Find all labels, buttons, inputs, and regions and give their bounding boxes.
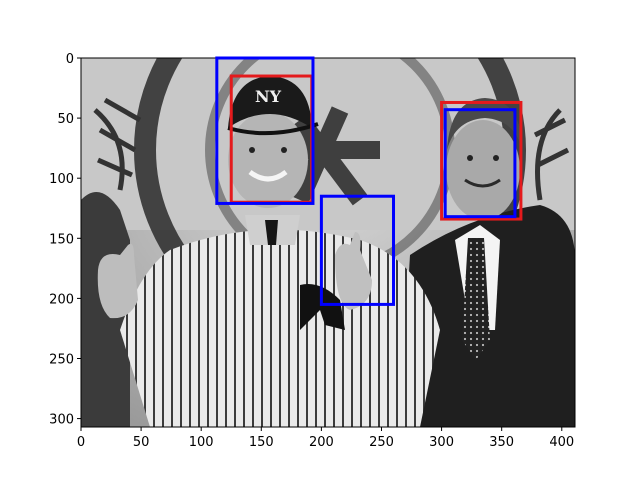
y-tick-label: 300 — [49, 413, 74, 428]
y-tick-label: 250 — [49, 352, 74, 367]
y-tick-label: 100 — [49, 172, 74, 187]
x-tick-label: 200 — [309, 435, 334, 450]
center-player: NY — [97, 76, 440, 427]
axes-frame — [80, 57, 576, 428]
blue-box-3 — [443, 108, 517, 219]
y-axis: 0 50 100 150 200 250 300 — [49, 52, 81, 428]
x-tick-label: 0 — [77, 435, 85, 450]
x-tick-label: 300 — [429, 435, 454, 450]
y-tick-label: 0 — [66, 52, 74, 67]
y-tick-label: 200 — [49, 292, 74, 307]
red-box-2 — [440, 100, 523, 221]
detection-boxes — [215, 56, 523, 306]
photo: NY — [81, 58, 575, 427]
y-tick-label: 50 — [57, 112, 74, 127]
x-axis: 0 50 100 150 200 250 300 350 400 — [77, 427, 574, 450]
x-tick-label: 100 — [189, 435, 214, 450]
x-tick-label: 150 — [249, 435, 274, 450]
x-tick-label: 350 — [489, 435, 514, 450]
x-tick-label: 50 — [133, 435, 150, 450]
x-tick-label: 400 — [549, 435, 574, 450]
x-tick-label: 250 — [369, 435, 394, 450]
y-tick-label: 150 — [49, 232, 74, 247]
blue-box-4 — [319, 194, 396, 306]
svg-text:NY: NY — [255, 87, 282, 106]
blue-box-1 — [215, 56, 315, 205]
